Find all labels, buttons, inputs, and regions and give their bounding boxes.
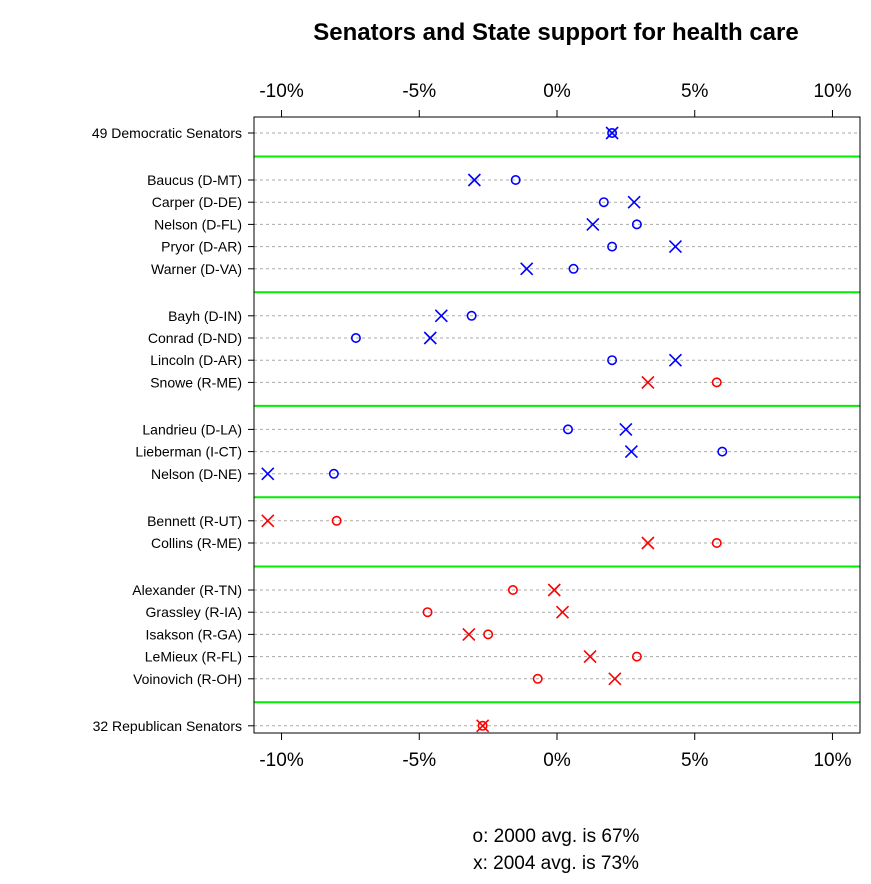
row-label: Voinovich (R-OH) bbox=[133, 671, 242, 687]
row-label: Landrieu (D-LA) bbox=[142, 421, 242, 437]
bottom-tick-label: -5% bbox=[402, 750, 436, 771]
marker-2000-circle bbox=[466, 310, 477, 321]
marker-2004-cross bbox=[423, 331, 437, 345]
row-label: Conrad (D-ND) bbox=[148, 330, 242, 346]
row-label: Collins (R-ME) bbox=[151, 535, 242, 551]
row-label: Warner (D-VA) bbox=[151, 261, 242, 277]
row-label: Nelson (D-NE) bbox=[151, 466, 242, 482]
marker-2000-circle bbox=[477, 720, 488, 731]
marker-2004-cross bbox=[583, 650, 597, 664]
marker-2000-circle bbox=[711, 537, 722, 548]
legend-note-2004: x: 2004 avg. is 73% bbox=[473, 853, 639, 874]
marker-2004-cross bbox=[608, 672, 622, 686]
row-label: 49 Democratic Senators bbox=[92, 125, 242, 141]
marker-2000-circle bbox=[631, 219, 642, 230]
row-label: 32 Republican Senators bbox=[93, 718, 242, 734]
marker-2000-circle bbox=[568, 263, 579, 274]
marker-2004-cross bbox=[434, 309, 448, 323]
row-label: Snowe (R-ME) bbox=[150, 374, 242, 390]
row-label: Bayh (D-IN) bbox=[168, 308, 242, 324]
row-label: Lincoln (D-AR) bbox=[150, 352, 242, 368]
row-label: Carper (D-DE) bbox=[152, 194, 242, 210]
bottom-tick-label: 10% bbox=[813, 750, 851, 771]
row-label: Baucus (D-MT) bbox=[147, 172, 242, 188]
marker-2000-circle bbox=[607, 355, 618, 366]
marker-2000-circle bbox=[607, 241, 618, 252]
row-label: Bennett (R-UT) bbox=[147, 513, 242, 529]
row-label: Isakson (R-GA) bbox=[146, 626, 242, 642]
marker-2004-cross bbox=[619, 422, 633, 436]
top-tick-label: 5% bbox=[681, 81, 709, 102]
row-label: Alexander (R-TN) bbox=[132, 582, 242, 598]
marker-2004-cross bbox=[586, 217, 600, 231]
marker-2004-cross bbox=[641, 375, 655, 389]
marker-2000-circle bbox=[711, 377, 722, 388]
plot-frame bbox=[253, 116, 861, 734]
row-label: Nelson (D-FL) bbox=[154, 216, 242, 232]
marker-2000-circle bbox=[563, 424, 574, 435]
bottom-tick-label: 0% bbox=[543, 750, 571, 771]
top-tick-label: -5% bbox=[402, 81, 436, 102]
marker-2004-cross bbox=[668, 240, 683, 254]
marker-2000-circle bbox=[607, 128, 618, 139]
marker-2004-cross bbox=[261, 514, 275, 528]
marker-2000-circle bbox=[598, 197, 609, 208]
marker-2000-circle bbox=[328, 468, 339, 479]
marker-2004-cross bbox=[641, 536, 655, 550]
row-label: Lieberman (I-CT) bbox=[135, 444, 242, 460]
marker-2004-cross bbox=[624, 445, 638, 459]
marker-2004-cross bbox=[605, 126, 619, 140]
marker-2000-circle bbox=[631, 651, 642, 662]
marker-2004-cross bbox=[520, 262, 534, 276]
marker-2000-circle bbox=[507, 584, 518, 595]
top-tick-label: 10% bbox=[813, 81, 851, 102]
marker-2004-cross bbox=[462, 627, 476, 641]
bottom-tick-label: -10% bbox=[259, 750, 303, 771]
marker-2000-circle bbox=[532, 673, 543, 684]
marker-2004-cross bbox=[476, 719, 490, 733]
row-label: Pryor (D-AR) bbox=[161, 239, 242, 255]
marker-2000-circle bbox=[422, 607, 433, 618]
top-tick-label: -10% bbox=[259, 81, 303, 102]
marker-2004-cross bbox=[467, 173, 481, 187]
marker-2004-cross bbox=[547, 583, 561, 597]
marker-2000-circle bbox=[350, 332, 361, 343]
marker-2004-cross bbox=[627, 195, 641, 209]
marker-2004-cross bbox=[668, 353, 683, 367]
marker-2000-circle bbox=[510, 175, 521, 186]
marker-2000-circle bbox=[717, 446, 728, 457]
legend-note-2000: o: 2000 avg. is 67% bbox=[473, 826, 640, 847]
bottom-tick-label: 5% bbox=[681, 750, 709, 771]
marker-2004-cross bbox=[261, 467, 275, 481]
marker-2000-circle bbox=[483, 629, 494, 640]
row-label: LeMieux (R-FL) bbox=[145, 649, 242, 665]
row-label: Grassley (R-IA) bbox=[146, 604, 242, 620]
top-tick-label: 0% bbox=[543, 81, 571, 102]
chart-title: Senators and State support for health ca… bbox=[313, 19, 798, 46]
marker-2004-cross bbox=[555, 605, 570, 619]
marker-2000-circle bbox=[331, 515, 342, 526]
